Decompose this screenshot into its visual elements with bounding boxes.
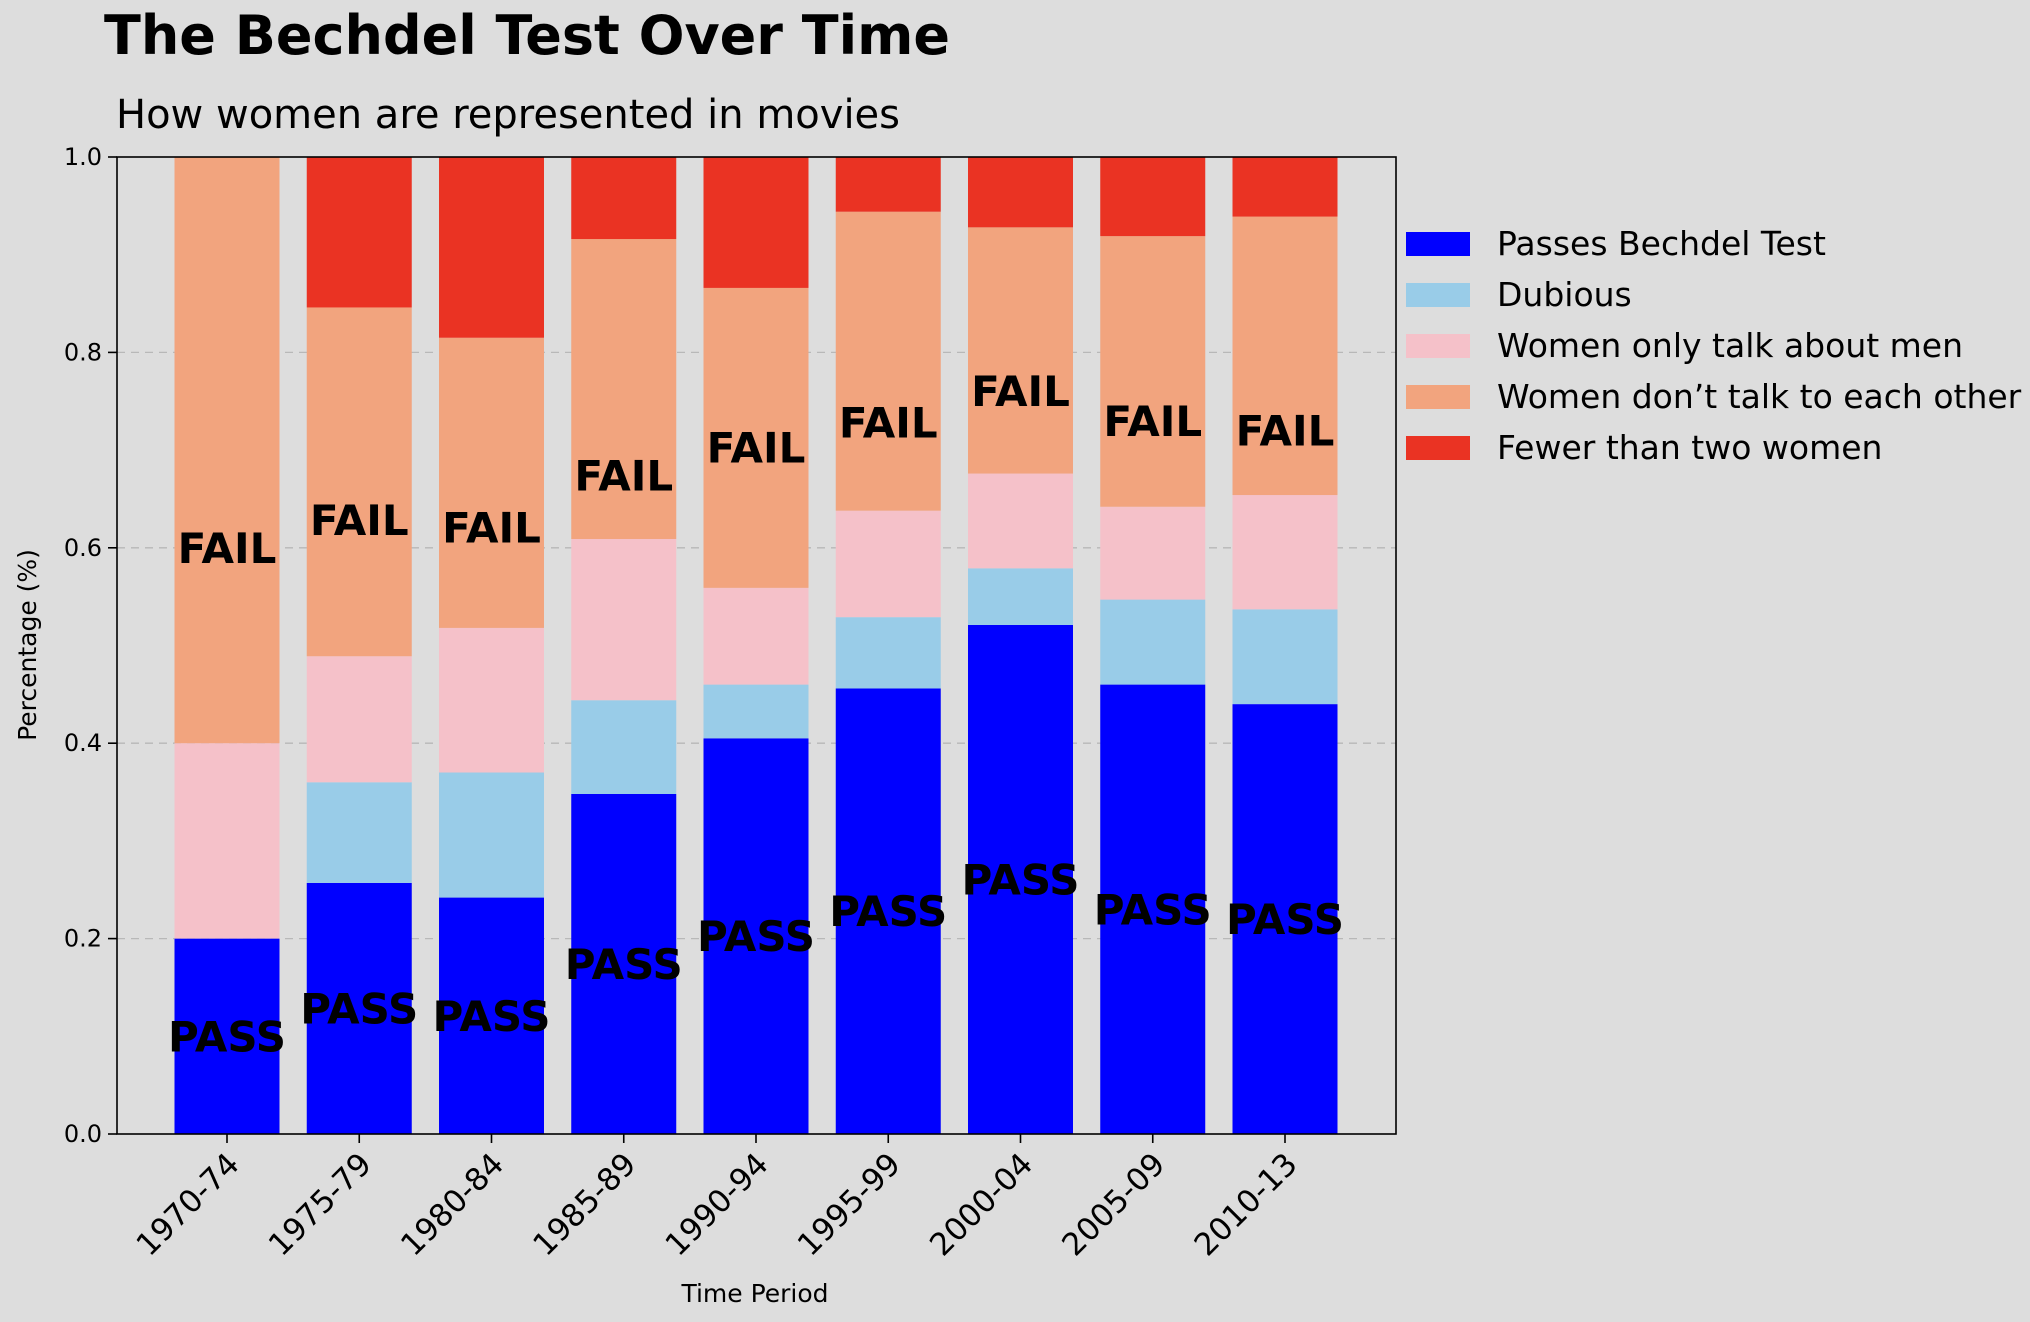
legend-swatch (1406, 436, 1470, 460)
legend-label: Passes Bechdel Test (1497, 224, 1826, 263)
bar-segment (306, 782, 412, 883)
bar-segment (571, 157, 677, 240)
bar-segment (306, 656, 412, 783)
bar-segment (703, 157, 809, 288)
pass-label: PASS (1094, 885, 1212, 934)
bar-stacks (174, 157, 1338, 1134)
pass-label: PASS (1226, 895, 1344, 944)
x-tick-label: 1990-94 (659, 1146, 776, 1263)
pass-label: PASS (697, 912, 815, 961)
bar-segment (835, 617, 941, 689)
bar-segment (306, 157, 412, 308)
fail-label: FAIL (707, 424, 806, 473)
fail-label: FAIL (839, 399, 938, 448)
bar-segment (968, 157, 1073, 228)
x-tick-label: 2010-13 (1188, 1146, 1305, 1263)
y-tick-label: 0.6 (64, 534, 102, 562)
bar-segment (306, 882, 412, 1134)
bar-segment (835, 211, 941, 511)
bar-segment (571, 794, 677, 1134)
legend-swatch (1406, 385, 1470, 409)
pass-label: PASS (829, 887, 947, 936)
legend-swatch (1406, 283, 1470, 307)
pass-label: PASS (565, 940, 683, 989)
bar-segment (1232, 609, 1338, 705)
bar-segment (835, 157, 941, 212)
bar-segment (439, 772, 544, 898)
bar-segment (1232, 216, 1338, 496)
y-axis-label: Percentage (%) (13, 549, 42, 741)
fail-label: FAIL (310, 496, 409, 545)
bar-segment (174, 157, 280, 744)
pass-label: PASS (432, 992, 550, 1041)
y-tick-label: 0.4 (64, 729, 102, 757)
bar-segment (439, 157, 544, 338)
bar-segment (703, 684, 809, 739)
x-tick-label: 2005-09 (1055, 1146, 1172, 1263)
bar-segment (571, 239, 677, 540)
fail-label: FAIL (971, 367, 1070, 416)
bar-segment (1232, 495, 1338, 610)
bar-labels: PASS FAIL PASS FAIL PASS FAIL PASS FAIL PASS FAIL… (168, 367, 1344, 1061)
x-tick-label: 1980-84 (394, 1146, 511, 1263)
y-tick-label: 0.0 (64, 1120, 102, 1148)
pass-label: PASS (168, 1012, 286, 1061)
chart-subtitle: How women are represented in movies (116, 92, 900, 138)
fail-label: FAIL (442, 503, 541, 552)
x-tick-label: 1995-99 (791, 1146, 908, 1263)
bar-segment (835, 510, 941, 618)
bar-segment (571, 700, 677, 795)
x-axis-label: Time Period (680, 1279, 828, 1308)
x-tick-label: 1970-74 (130, 1146, 247, 1263)
legend-label: Fewer than two women (1497, 428, 1882, 467)
bar-segment (1100, 236, 1206, 507)
bar-segment (1232, 704, 1338, 1134)
pass-label: PASS (300, 984, 418, 1033)
bar-segment (968, 568, 1073, 625)
y-tick-label: 1.0 (64, 143, 102, 171)
bar-segment (1100, 157, 1206, 237)
legend-label: Dubious (1497, 275, 1632, 314)
pass-label: PASS (961, 855, 1079, 904)
y-tick-label: 0.2 (64, 925, 102, 953)
fail-label: FAIL (178, 524, 277, 573)
fail-label: FAIL (1236, 407, 1335, 456)
bar-segment (306, 307, 412, 657)
bar-segment (968, 624, 1073, 1134)
legend-swatch (1406, 334, 1470, 358)
bar-segment (571, 539, 677, 701)
legend-label: Women don’t talk to each other (1497, 377, 2022, 416)
bar-segment (968, 473, 1073, 569)
bar-segment (174, 938, 280, 1134)
x-tick-label: 2000-04 (923, 1146, 1040, 1263)
bar-segment (174, 743, 280, 939)
bar-segment (439, 627, 544, 773)
y-tick-label: 0.8 (64, 338, 102, 366)
bar-segment (703, 587, 809, 685)
bar-segment (439, 337, 544, 628)
x-tick-label: 1975-79 (262, 1146, 379, 1263)
legend-swatch (1406, 232, 1470, 256)
y-axis: 0.0 0.2 0.4 0.6 0.8 1.0 (64, 143, 117, 1148)
bar-segment (703, 738, 809, 1134)
fail-label: FAIL (574, 452, 673, 501)
bar-segment (1100, 506, 1206, 600)
legend-label: Women only talk about men (1497, 326, 1963, 365)
chart-title: The Bechdel Test Over Time (104, 4, 950, 67)
bar-segment (439, 897, 544, 1134)
bar-segment (1100, 599, 1206, 685)
bar-segment (1100, 684, 1206, 1134)
fail-label: FAIL (1103, 397, 1202, 446)
bar-segment (968, 227, 1073, 474)
bar-segment (703, 287, 809, 588)
bar-segment (1232, 157, 1338, 217)
legend: Passes Bechdel Test Dubious Women only tal… (1406, 224, 2022, 467)
x-tick-label: 1985-89 (526, 1146, 643, 1263)
x-axis: 1970-74 1975-79 1980-84 1985-89 1990-94 1995-… (130, 1134, 1305, 1263)
bar-segment (835, 688, 941, 1134)
